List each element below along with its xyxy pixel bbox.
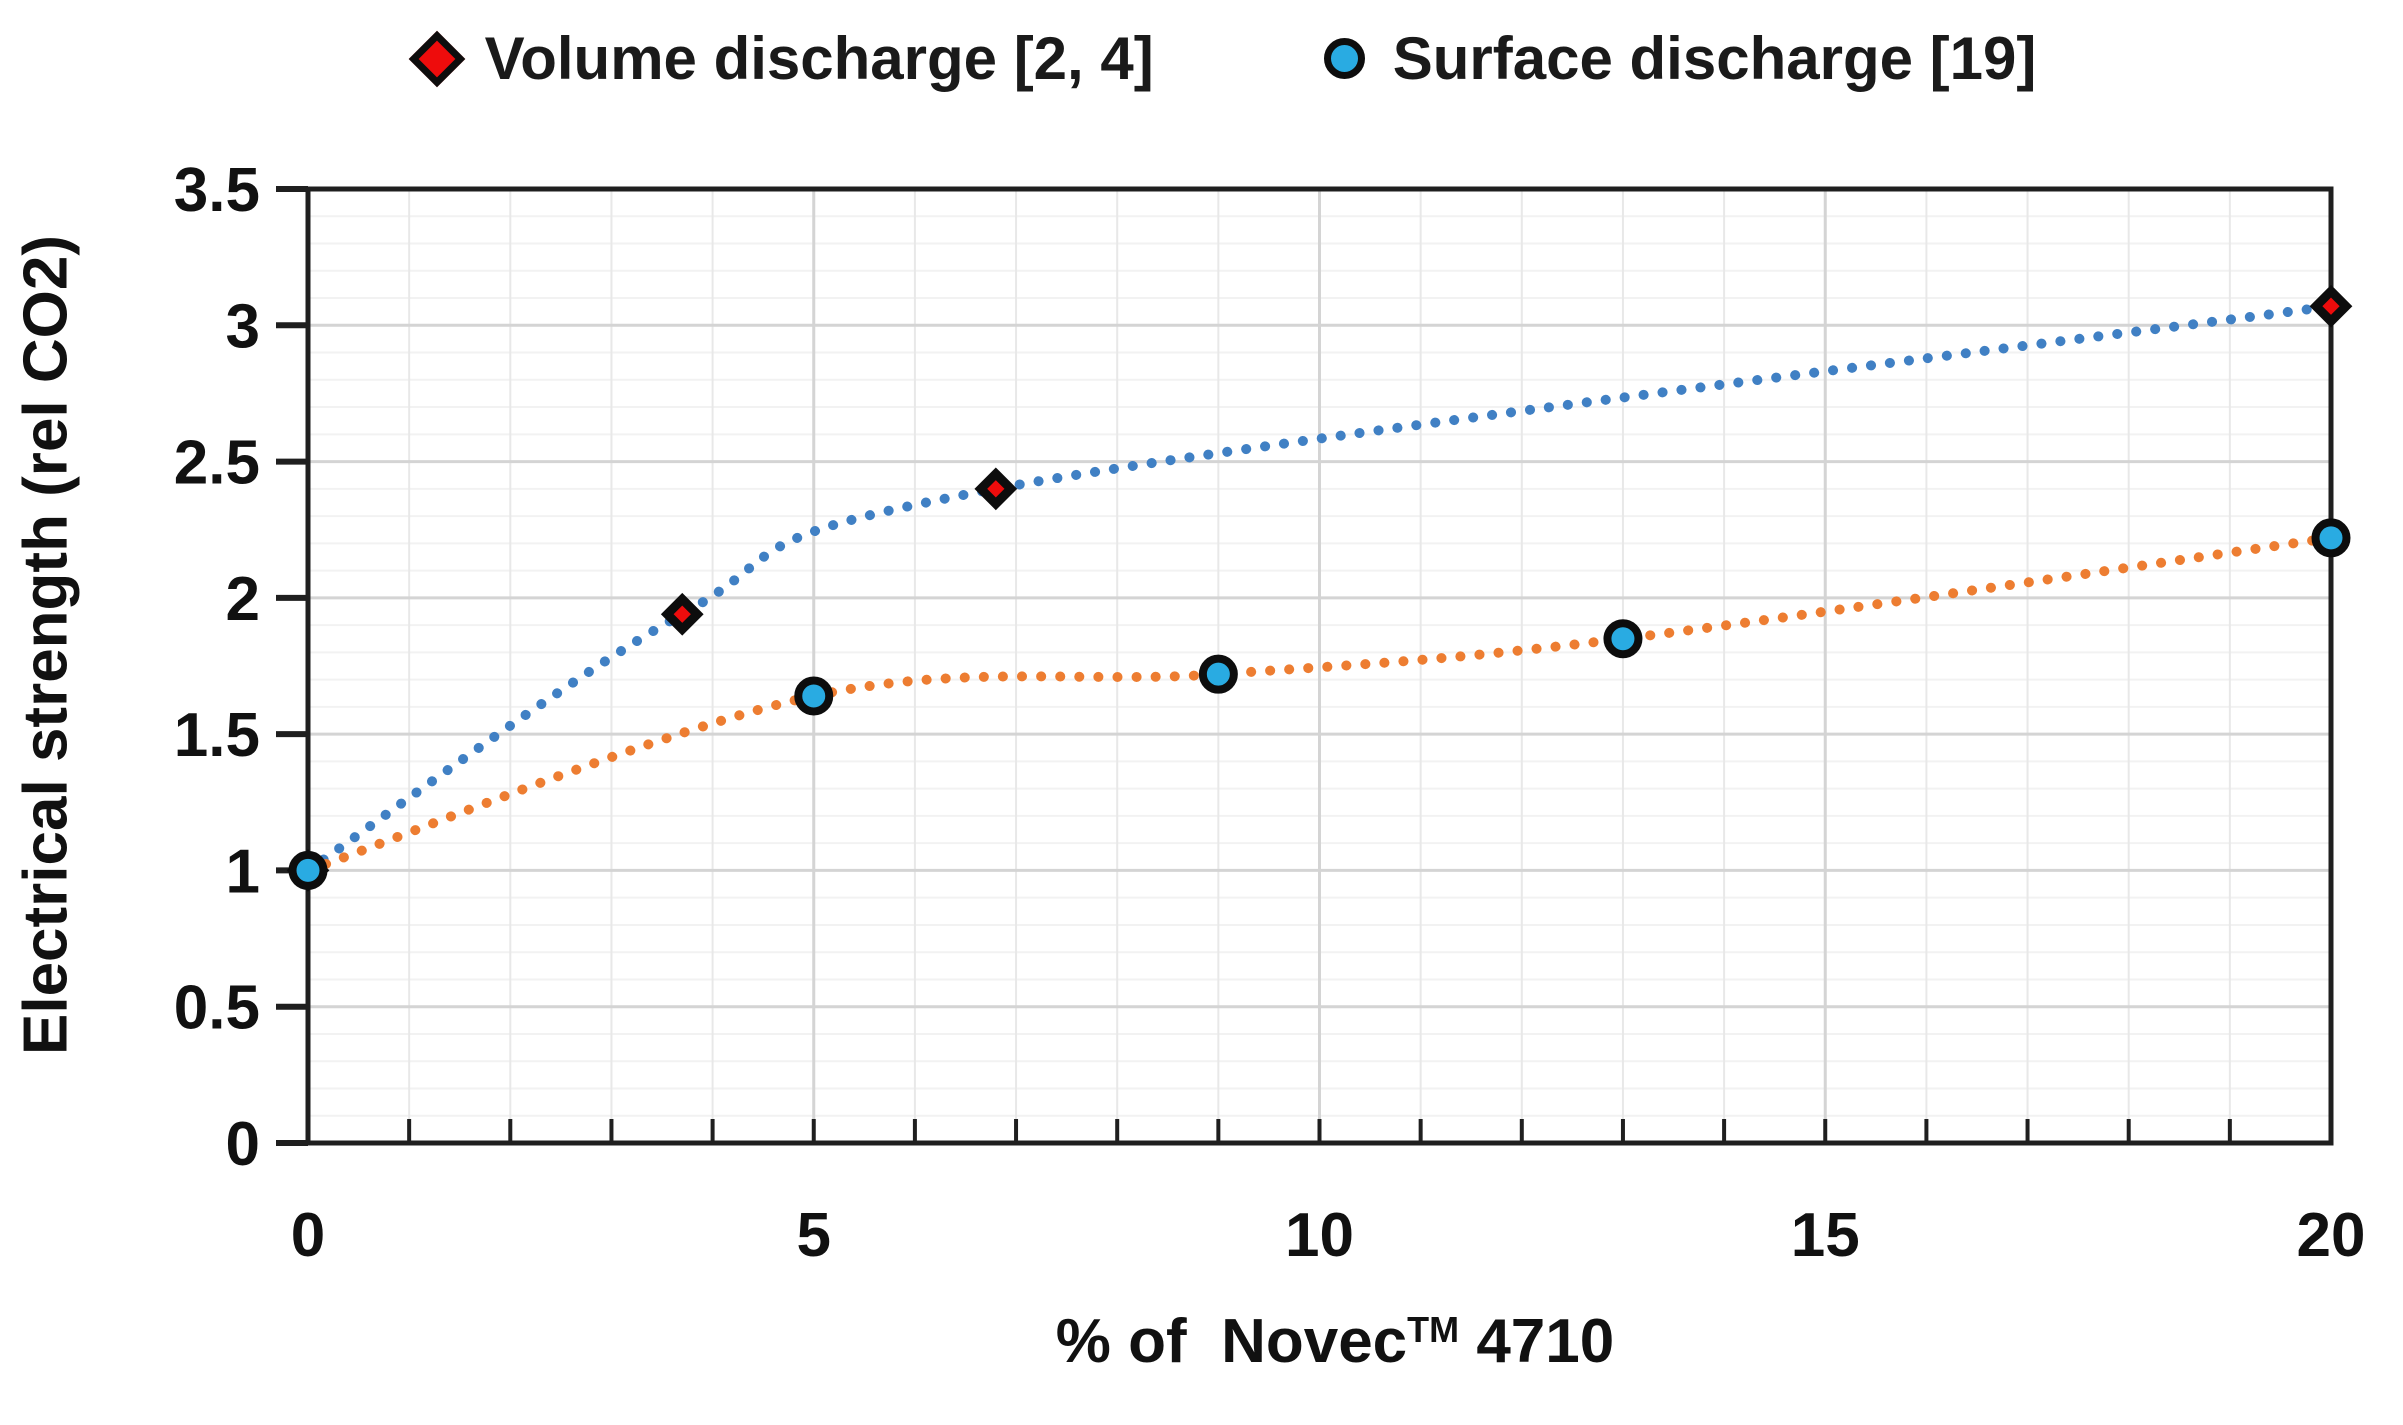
red-diamond-icon [408,30,465,87]
x-tick-label: 20 [2297,1201,2366,1270]
y-tick-label: 0.5 [174,974,260,1043]
y-tick-label: 0 [226,1110,260,1179]
y-tick-label: 1 [226,837,260,906]
y-tick-label: 3.5 [174,156,260,225]
trendline-volume [303,301,2336,876]
x-tick-label: 0 [291,1201,325,1270]
legend-label: Surface discharge [19] [1392,25,2037,92]
data-point-diamond [660,592,704,636]
chart-legend: Volume discharge [2, 4] Surface discharg… [25,24,2403,93]
y-tick-label: 3 [226,292,260,361]
legend-label: Volume discharge [2, 4] [484,25,1154,92]
x-tick-label: 5 [797,1201,831,1270]
blue-circle-icon [1323,38,1365,79]
x-tick-label: 15 [1791,1201,1860,1270]
data-point-circle [2311,518,2351,558]
y-tick-label: 2.5 [174,429,260,498]
data-point-circle [1603,619,1643,659]
trademark-superscript: TM [1407,1309,1460,1351]
data-point-circle [288,850,328,890]
y-tick-label: 2 [226,565,260,634]
x-tick-label: 10 [1285,1201,1354,1270]
data-point-diamond [974,467,1018,511]
data-point-circle [794,676,834,716]
legend-item-volume-discharge: Volume discharge [2, 4] [408,24,1154,93]
data-point-circle [1198,654,1238,694]
y-axis-title: Electrical strength (rel CO2) [11,234,81,1056]
plot-frame [305,186,2334,1146]
x-axis-title: % of NovecTM 4710 [1056,1306,1615,1377]
legend-item-surface-discharge: Surface discharge [19] [1323,24,2037,93]
x-axis-title-tail: 4710 [1459,1307,1615,1376]
y-tick-label: 1.5 [174,701,260,770]
data-point-diamond [2309,284,2353,328]
x-axis-title-main: % of Novec [1055,1307,1408,1376]
